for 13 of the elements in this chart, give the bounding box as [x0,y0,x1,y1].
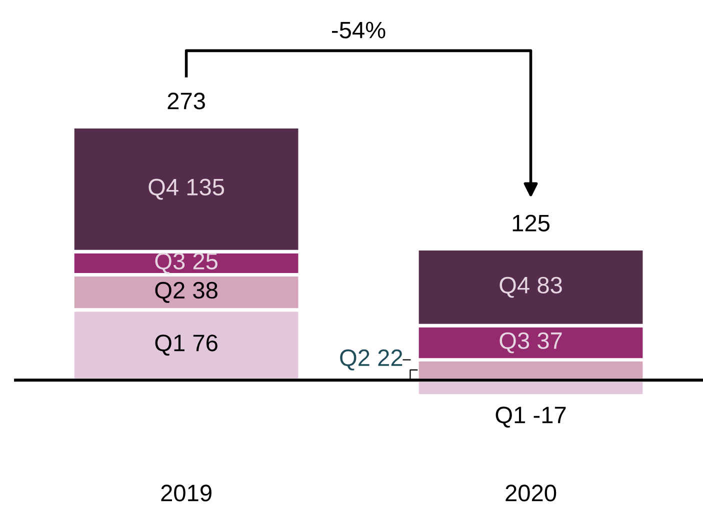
data-label: Q2 22 [340,349,402,370]
data-label: Q1 76 [155,334,218,356]
data-label: Q1 -17 [496,406,566,428]
data-label: Q3 37 [500,332,562,354]
data-label: Q3 25 [155,252,218,274]
total-label: 273 [168,92,205,110]
text: -54% [332,22,386,38]
total-label: 125 [512,214,550,232]
data-label: Q4 135 [148,178,224,200]
x-tick-label: 2020 [506,484,556,502]
data-label: Q2 38 [155,282,218,303]
data-label: Q4 83 [500,276,562,298]
x-tick-label: 2019 [161,484,212,502]
